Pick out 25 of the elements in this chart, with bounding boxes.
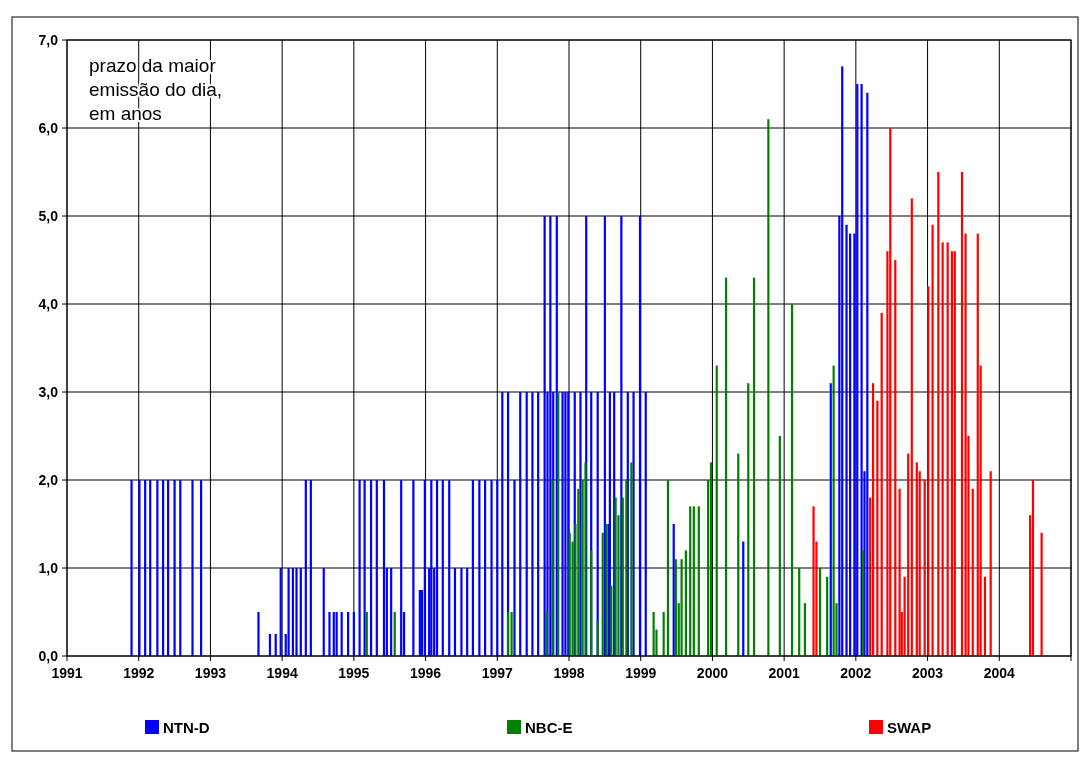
- x-tick-label: 1998: [553, 665, 585, 681]
- y-tick-label: 5,0: [38, 208, 59, 224]
- x-tick-label: 2002: [840, 665, 872, 681]
- x-tick-label: 1994: [266, 665, 298, 681]
- x-tick-label: 2000: [696, 665, 729, 681]
- x-tick-label: 2004: [983, 665, 1016, 681]
- x-tick-label: 1991: [51, 665, 83, 681]
- y-tick-label: 2,0: [38, 472, 59, 488]
- x-tick-label: 1993: [194, 665, 227, 681]
- x-tick-label: 1995: [338, 665, 370, 681]
- x-tick-label: 1999: [625, 665, 657, 681]
- x-tick-label: 2001: [768, 665, 800, 681]
- legend-label: SWAP: [887, 719, 932, 736]
- x-tick-label: 1996: [409, 665, 442, 681]
- legend-label: NBC-E: [525, 719, 573, 736]
- legend-label: NTN-D: [163, 719, 210, 736]
- y-tick-label: 1,0: [38, 560, 59, 576]
- y-tick-label: 6,0: [38, 120, 59, 136]
- x-tick-label: 1997: [481, 665, 514, 681]
- x-tick-label: 1992: [123, 665, 155, 681]
- x-tick-label: 2003: [911, 665, 944, 681]
- y-tick-label: 0,0: [38, 648, 59, 664]
- y-tick-label: 3,0: [38, 384, 59, 400]
- y-tick-label: 4,0: [38, 296, 59, 312]
- y-tick-label: 7,0: [38, 32, 59, 48]
